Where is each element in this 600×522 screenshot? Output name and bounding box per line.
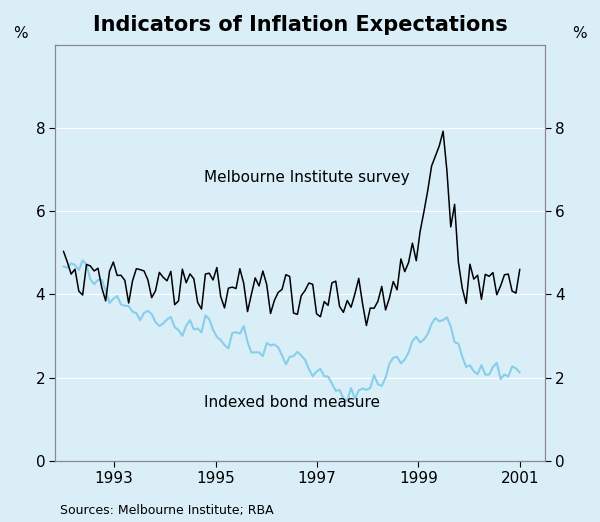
Text: Indexed bond measure: Indexed bond measure — [203, 395, 380, 410]
Text: Sources: Melbourne Institute; RBA: Sources: Melbourne Institute; RBA — [60, 504, 274, 517]
Y-axis label: %: % — [572, 26, 587, 41]
Y-axis label: %: % — [13, 26, 28, 41]
Text: Melbourne Institute survey: Melbourne Institute survey — [204, 170, 410, 185]
Title: Indicators of Inflation Expectations: Indicators of Inflation Expectations — [92, 15, 508, 35]
